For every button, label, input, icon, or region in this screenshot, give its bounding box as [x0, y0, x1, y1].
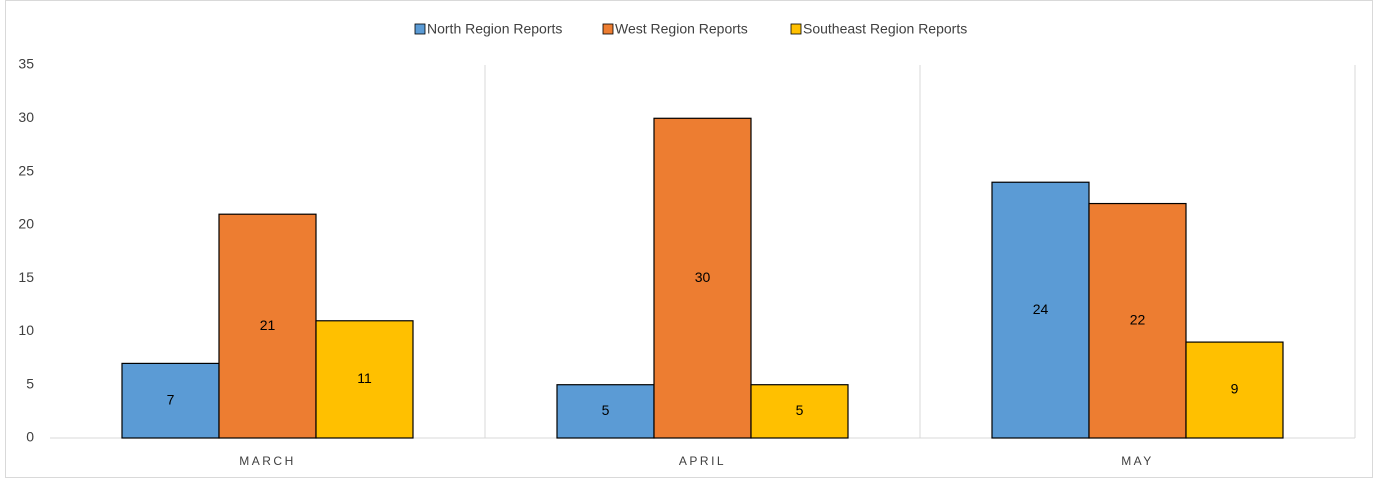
- bar: [218, 213, 317, 439]
- y-tick-label: 0: [26, 429, 34, 445]
- bar: [1185, 341, 1284, 439]
- bar: [121, 362, 220, 439]
- x-tick-label: MAY: [1121, 454, 1154, 468]
- legend-label: North Region Reports: [427, 21, 562, 37]
- data-label: 21: [260, 317, 276, 333]
- bar: [556, 384, 655, 439]
- bar: [750, 384, 849, 439]
- y-tick-label: 35: [18, 56, 34, 72]
- y-tick-label: 30: [18, 109, 34, 125]
- legend-label: West Region Reports: [615, 21, 748, 37]
- x-tick-label: MARCH: [239, 454, 296, 468]
- data-label: 11: [357, 370, 372, 386]
- legend-swatch: [414, 23, 426, 35]
- data-label: 7: [167, 391, 175, 407]
- bar: [315, 320, 414, 439]
- x-tick-label: APRIL: [679, 454, 726, 468]
- legend-label: Southeast Region Reports: [803, 21, 967, 37]
- bar: [1088, 202, 1187, 439]
- data-label: 30: [695, 269, 711, 285]
- legend-swatch: [790, 23, 802, 35]
- y-tick-label: 5: [26, 375, 34, 391]
- data-label: 24: [1033, 301, 1049, 317]
- data-label: 5: [602, 402, 610, 418]
- data-label: 9: [1231, 381, 1239, 397]
- y-tick-label: 25: [18, 162, 34, 178]
- data-label: 22: [1130, 311, 1146, 327]
- bar: [653, 117, 752, 439]
- y-tick-label: 20: [18, 216, 34, 232]
- y-tick-label: 15: [18, 269, 34, 285]
- legend-swatch: [602, 23, 614, 35]
- data-label: 5: [796, 402, 804, 418]
- y-tick-label: 10: [18, 322, 34, 338]
